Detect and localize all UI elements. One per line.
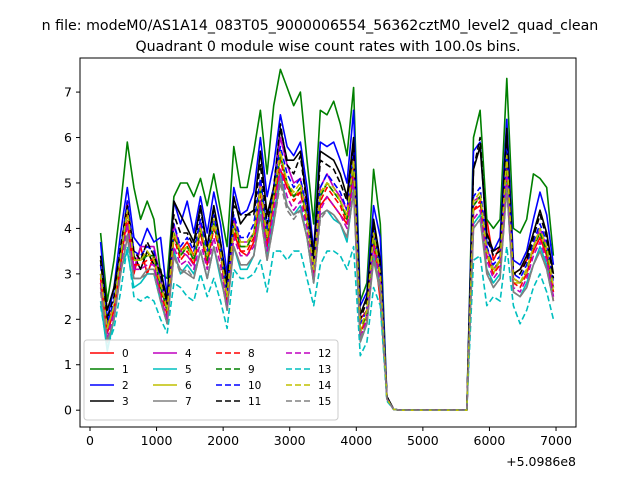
legend-label-13: 13 [318, 364, 331, 376]
series-line-14 [99, 150, 555, 412]
x-axis-ticks: 0 1000 2000 3000 4000 5000 6000 7000 [86, 427, 572, 448]
legend-label-4: 4 [185, 348, 192, 360]
x-tick-label: 4000 [340, 433, 372, 448]
y-tick-label: 0 [64, 403, 72, 418]
legend-label-15: 15 [318, 396, 331, 408]
y-tick-label: 2 [64, 312, 72, 327]
legend-label-0: 0 [122, 348, 129, 360]
x-tick-label: 3000 [274, 433, 306, 448]
y-tick-label: 6 [64, 130, 72, 145]
y-tick-label: 3 [64, 266, 72, 281]
series-line-10 [99, 145, 555, 412]
series-line-3 [99, 127, 555, 412]
series-line-1 [99, 68, 555, 412]
legend-label-14: 14 [318, 380, 332, 392]
series-line-15 [99, 182, 555, 412]
legend-label-1: 1 [122, 364, 129, 376]
series-line-13 [99, 245, 555, 412]
series-lines [99, 68, 555, 412]
legend-frame [83, 339, 339, 421]
legend-label-2: 2 [122, 380, 129, 392]
legend-label-6: 6 [185, 380, 192, 392]
y-axis-ticks: 0 1 2 3 4 5 6 7 [64, 85, 80, 418]
legend-label-8: 8 [248, 348, 255, 360]
legend-label-9: 9 [248, 364, 255, 376]
x-tick-label: 1000 [141, 433, 173, 448]
y-tick-label: 7 [64, 85, 72, 100]
x-tick-label: 7000 [540, 433, 572, 448]
x-offset-label: +5.0986e8 [506, 454, 576, 469]
legend-label-10: 10 [248, 380, 261, 392]
axes-frame [79, 57, 577, 428]
y-tick-label: 1 [64, 357, 72, 372]
x-tick-label: 0 [86, 433, 94, 448]
legend-label-5: 5 [185, 364, 192, 376]
legend-label-7: 7 [185, 396, 192, 408]
series-line-11 [99, 123, 555, 412]
x-tick-label: 2000 [207, 433, 239, 448]
series-line-12 [99, 168, 555, 412]
legend-label-3: 3 [122, 396, 129, 408]
y-tick-label: 4 [64, 221, 72, 236]
series-line-8 [99, 159, 555, 412]
x-tick-label: 6000 [474, 433, 506, 448]
y-tick-label: 5 [64, 175, 72, 190]
legend-label-11: 11 [248, 396, 261, 408]
chart-title: Quadrant 0 module wise count rates with … [135, 39, 520, 55]
legend-label-12: 12 [318, 348, 331, 360]
x-tick-label: 5000 [407, 433, 439, 448]
figure-suptitle: n file: modeM0/AS1A14_083T05_9000006554_… [42, 18, 599, 34]
